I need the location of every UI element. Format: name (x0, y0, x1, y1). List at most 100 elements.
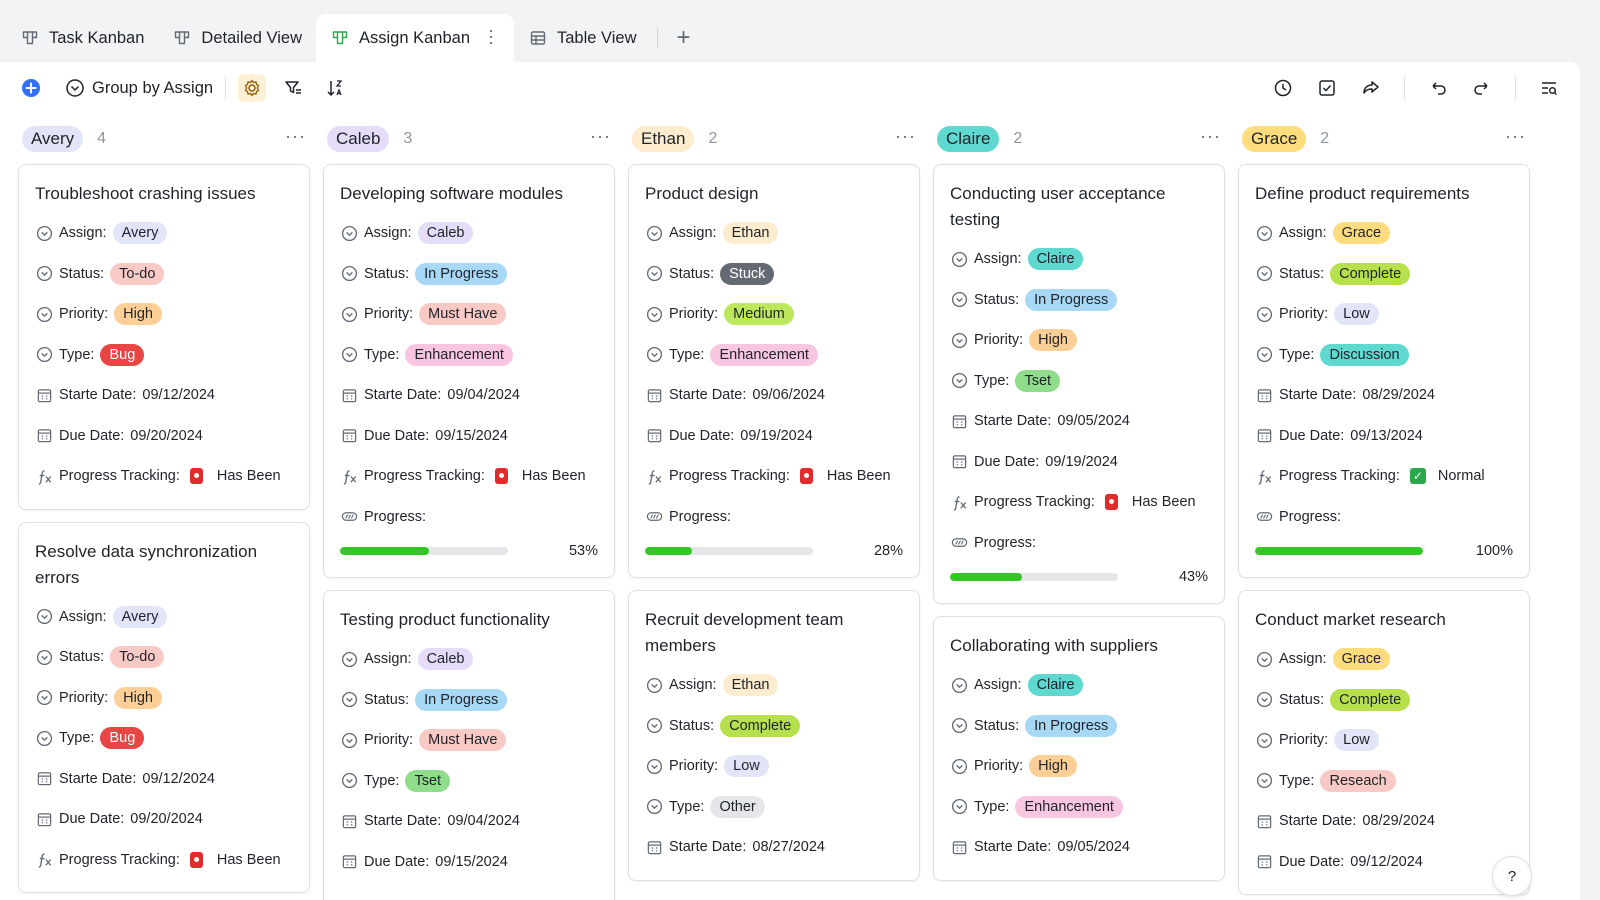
assign-tag: Caleb (417, 222, 474, 245)
task-card[interactable]: Product design Assign: Ethan Status: Stuck Pr… (628, 164, 920, 578)
task-card[interactable]: Conducting user acceptance testing Assign… (933, 164, 1225, 604)
column-more-icon[interactable]: ··· (285, 126, 306, 146)
field-label: Status: (59, 265, 105, 282)
chevron-circle-icon (35, 305, 53, 323)
field-label: Status: (1279, 265, 1325, 282)
card-title: Define product requirements (1255, 184, 1470, 203)
column-count: 2 (1320, 130, 1330, 147)
settings-icon[interactable] (238, 74, 267, 102)
tab-label: Assign Kanban (359, 28, 470, 47)
due-value: 09/20/2024 (130, 811, 203, 828)
tab-detailed-view[interactable]: Detailed View (158, 14, 316, 62)
tracking-value: Has Been (216, 851, 281, 868)
start-date-field: Starte Date: 09/06/2024 (645, 375, 903, 416)
calendar-icon (1255, 386, 1273, 404)
view-tabbar: Task Kanban Detailed View Assign Kanban ⋯ Ta… (0, 0, 1600, 62)
start-value: 09/04/2024 (447, 813, 520, 830)
priority-tag: High (114, 303, 162, 326)
redo-icon[interactable] (1471, 77, 1493, 99)
assign-field: Assign: Avery (35, 213, 293, 254)
field-label: Progress: (974, 534, 1037, 551)
add-view-icon[interactable]: + (676, 24, 691, 51)
column-header: Ethan 2 ··· (628, 114, 920, 164)
priority-field: Priority: Low (1255, 294, 1513, 335)
column-more-icon[interactable]: ··· (590, 126, 611, 146)
tab-more-icon[interactable]: ⋯ (481, 28, 501, 45)
assign-field: Assign: Grace (1255, 213, 1513, 254)
status-field: Status: In Progress (340, 254, 598, 295)
due-date-field: Due Date: 09/15/2024 (340, 842, 598, 883)
task-card[interactable]: Define product requirements Assign: Grace S… (1238, 164, 1530, 578)
task-card[interactable]: Collaborating with suppliers Assign: Clair… (933, 616, 1225, 881)
field-label: Priority: (364, 732, 414, 749)
start-date-field: Starte Date: 08/29/2024 (1255, 801, 1513, 842)
field-label: Status: (974, 717, 1020, 734)
chevron-circle-icon (950, 757, 968, 775)
calendar-icon (35, 810, 53, 828)
calendar-icon (1255, 427, 1273, 445)
progress-bar (645, 547, 813, 555)
priority-field: Priority: High (950, 320, 1208, 361)
history-icon[interactable] (1272, 77, 1294, 99)
field-label: Status: (974, 291, 1020, 308)
chevron-circle-icon (35, 346, 53, 364)
group-by-button[interactable]: Group by Assign (64, 77, 213, 99)
field-label: Due Date: (364, 853, 430, 870)
task-card[interactable]: Conduct market research Assign: Grace Statu… (1238, 590, 1530, 895)
start-date-field: Starte Date: 09/05/2024 (950, 827, 1208, 868)
sort-icon[interactable] (324, 77, 346, 99)
field-label: Progress Tracking: (669, 468, 790, 485)
column-more-icon[interactable]: ··· (1200, 126, 1221, 146)
calendar-icon (340, 427, 358, 445)
column-title: Ethan (632, 126, 695, 152)
due-date-field: Due Date: 09/19/2024 (950, 442, 1208, 483)
red-alarm-icon (189, 468, 203, 485)
tab-label: Detailed View (201, 28, 302, 47)
field-label: Due Date: (669, 427, 735, 444)
field-label: Progress Tracking: (59, 851, 180, 868)
share-icon[interactable] (1360, 77, 1382, 99)
status-tag: In Progress (415, 262, 508, 285)
kanban-board: Avery 4 ··· Troubleshoot crashing issues Ass… (0, 114, 1580, 900)
start-value: 09/06/2024 (752, 387, 825, 404)
field-label: Progress Tracking: (974, 494, 1095, 511)
field-label: Starte Date: (974, 839, 1052, 856)
priority-tag: Must Have (419, 729, 507, 752)
formula-icon (35, 851, 53, 869)
tab-table-view[interactable]: Table View (514, 14, 651, 62)
search-list-icon[interactable] (1538, 77, 1560, 99)
checklist-icon[interactable] (1316, 77, 1338, 99)
chevron-circle-icon (1255, 650, 1273, 668)
help-button[interactable]: ? (1492, 856, 1532, 896)
column-avery: Avery 4 ··· Troubleshoot crashing issues Ass… (18, 114, 310, 900)
add-record-icon[interactable] (20, 77, 42, 99)
column-more-icon[interactable]: ··· (895, 126, 916, 146)
task-card[interactable]: Developing software modules Assign: Caleb S… (323, 164, 615, 578)
task-card[interactable]: Troubleshoot crashing issues Assign: Avery… (18, 164, 310, 510)
task-card[interactable]: Testing product functionality Assign: Cale… (323, 590, 615, 900)
column-title: Avery (22, 126, 84, 152)
status-tag: In Progress (415, 688, 508, 711)
start-value: 09/12/2024 (142, 387, 215, 404)
toolbar: Group by Assign (0, 62, 1580, 114)
card-title: Conduct market research (1255, 610, 1446, 629)
progress-bar (1255, 547, 1423, 555)
field-label: Starte Date: (669, 387, 747, 404)
tab-assign-kanban[interactable]: Assign Kanban ⋯ (316, 14, 514, 62)
undo-icon[interactable] (1427, 77, 1449, 99)
task-card[interactable]: Recruit development team members Assign: E… (628, 590, 920, 881)
tab-task-kanban[interactable]: Task Kanban (6, 14, 158, 62)
start-value: 09/05/2024 (1057, 839, 1130, 856)
field-label: Priority: (59, 306, 109, 323)
task-card[interactable]: Resolve data synchronization errors Assig… (18, 521, 310, 893)
field-label: Priority: (974, 758, 1024, 775)
type-field: Type: Tset (950, 361, 1208, 402)
red-alarm-icon (799, 468, 813, 485)
status-tag: Stuck (720, 262, 775, 285)
filter-icon[interactable] (282, 77, 304, 99)
field-label: Priority: (669, 306, 719, 323)
progress-tracking-field: Progress Tracking: Has Been (35, 840, 293, 881)
column-more-icon[interactable]: ··· (1505, 126, 1526, 146)
field-label: Due Date: (1279, 853, 1345, 870)
field-label: Assign: (364, 225, 412, 242)
